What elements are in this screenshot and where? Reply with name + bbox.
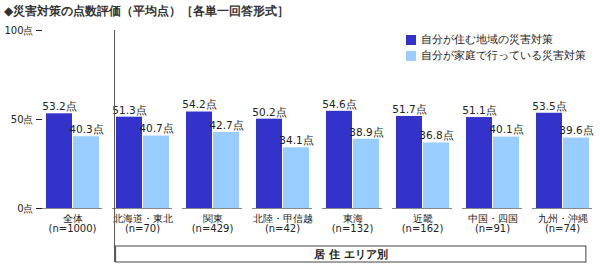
svg-text:51.7点: 51.7点 — [392, 103, 426, 115]
svg-text:50.2点: 50.2点 — [252, 106, 286, 118]
svg-text:居 住 エリア別: 居 住 エリア別 — [313, 248, 388, 261]
svg-text:39.6点: 39.6点 — [559, 124, 593, 136]
svg-text:36.8点: 36.8点 — [419, 129, 453, 141]
svg-text:100点: 100点 — [4, 25, 33, 36]
svg-text:51.3点: 51.3点 — [112, 104, 146, 116]
svg-text:東海(n=132): 東海(n=132) — [332, 213, 374, 234]
svg-text:53.2点: 53.2点 — [42, 100, 76, 112]
svg-text:中国・四国(n=91): 中国・四国(n=91) — [468, 213, 518, 234]
svg-text:40.1点: 40.1点 — [489, 123, 523, 135]
svg-text:53.5点: 53.5点 — [532, 100, 566, 112]
svg-text:50点: 50点 — [11, 114, 34, 125]
svg-text:関東(n=429): 関東(n=429) — [192, 213, 234, 234]
svg-text:40.7点: 40.7点 — [139, 122, 173, 134]
svg-text:38.9点: 38.9点 — [349, 126, 383, 138]
svg-text:54.6点: 54.6点 — [322, 98, 356, 110]
svg-text:全体(n=1000): 全体(n=1000) — [49, 213, 97, 234]
svg-text:北陸・甲信越(n=42): 北陸・甲信越(n=42) — [253, 213, 313, 234]
svg-text:54.2点: 54.2点 — [182, 98, 216, 110]
html-text:◆災害対策の点数評価（平均点）［各単一回答形式］: ◆災害対策の点数評価（平均点）［各単一回答形式］ — [4, 4, 290, 18]
svg-text:51.1点: 51.1点 — [462, 104, 496, 116]
svg-text:42.7点: 42.7点 — [209, 119, 243, 131]
svg-text:0点: 0点 — [17, 203, 33, 214]
svg-text:近畿(n=162): 近畿(n=162) — [402, 213, 444, 234]
svg-text:40.3点: 40.3点 — [69, 123, 103, 135]
html-text:自分が家庭で行っている災害対策: 自分が家庭で行っている災害対策 — [421, 49, 586, 62]
html-text:自分が住む地域の災害対策: 自分が住む地域の災害対策 — [421, 33, 553, 46]
svg-text:34.1点: 34.1点 — [279, 134, 313, 146]
svg-text:九州・沖縄(n=74): 九州・沖縄(n=74) — [538, 213, 588, 234]
svg-text:北海道・東北(n=70): 北海道・東北(n=70) — [113, 213, 173, 234]
